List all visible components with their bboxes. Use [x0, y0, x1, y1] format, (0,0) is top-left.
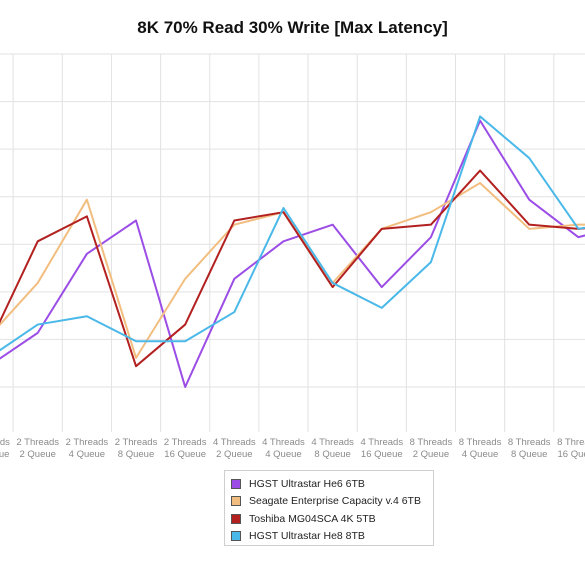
x-tick-label: 2 Threads 8 Queue	[115, 437, 158, 460]
x-tick-label: 4 Threads 16 Queue	[360, 437, 403, 460]
series-line	[0, 115, 585, 352]
x-tick-label: 2 Threads 2 Queue	[16, 437, 59, 460]
series-lines	[0, 115, 585, 388]
series-line	[0, 169, 585, 368]
legend-label: HGST Ultrastar He8 8TB	[249, 530, 365, 543]
legend-label: Seagate Enterprise Capacity v.4 6TB	[249, 495, 421, 508]
x-tick-label: 8 Threads 4 Queue	[459, 437, 502, 460]
x-tick-label: 8 Threads 2 Queue	[410, 437, 453, 460]
legend-swatch	[231, 531, 241, 542]
legend-label: HGST Ultrastar He6 6TB	[249, 477, 365, 490]
legend-item: Toshiba MG04SCA 4K 5TB	[231, 510, 433, 528]
legend-swatch	[231, 496, 241, 507]
legend-item: Seagate Enterprise Capacity v.4 6TB	[231, 493, 433, 511]
x-tick-label: 4 Threads 8 Queue	[311, 437, 354, 460]
x-tick-label: 4 Threads 4 Queue	[262, 437, 305, 460]
legend-swatch	[231, 513, 241, 524]
series-line	[0, 119, 585, 388]
legend-label: Toshiba MG04SCA 4K 5TB	[249, 512, 376, 525]
x-tick-label: 2 Threads 16 Queue	[164, 437, 207, 460]
legend-swatch	[231, 478, 241, 489]
legend-item: HGST Ultrastar He6 6TB	[231, 475, 433, 493]
grid-lines	[0, 53, 585, 432]
series-line	[0, 182, 585, 359]
legend-item: HGST Ultrastar He8 8TB	[231, 528, 433, 546]
x-tick-label: 4 Threads 2 Queue	[213, 437, 256, 460]
chart-title: 8K 70% Read 30% Write [Max Latency]	[137, 18, 448, 37]
x-tick-label: 8 Threads 8 Queue	[508, 437, 551, 460]
legend: HGST Ultrastar He6 6TB Seagate Enterprise…	[224, 470, 434, 546]
x-tick-label: 2 Threads 4 Queue	[66, 437, 109, 460]
